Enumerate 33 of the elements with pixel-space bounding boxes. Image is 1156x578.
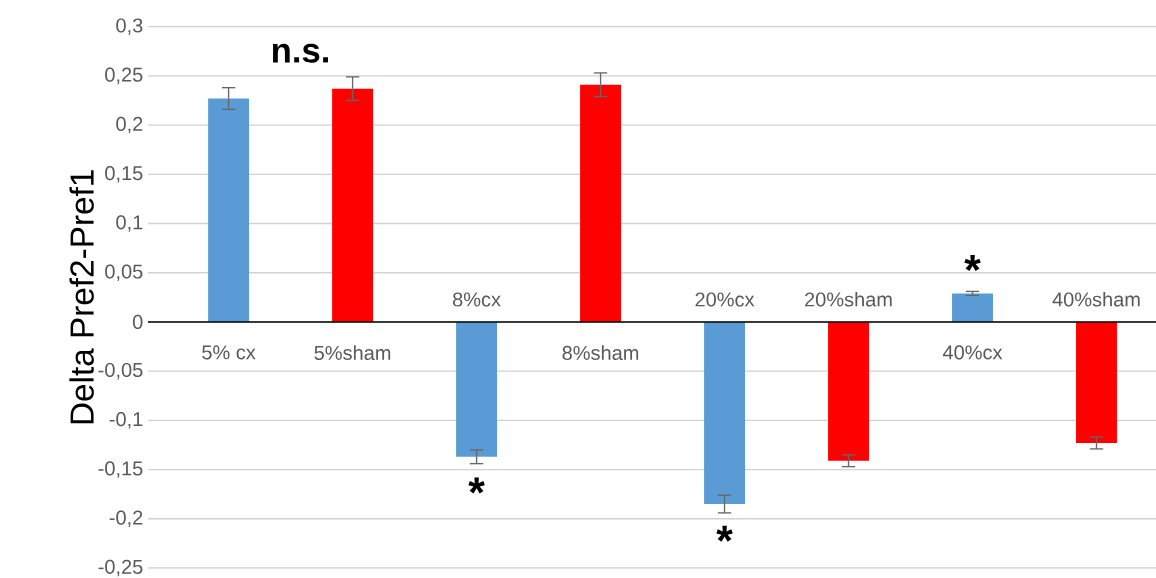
y-tick-label: 0,3 — [116, 18, 143, 35]
y-tick-label: -0,25 — [98, 559, 143, 577]
x-tick-label: 20%cx — [695, 292, 755, 307]
bar — [456, 321, 498, 457]
annotation: n.s. — [272, 43, 328, 63]
y-tick-label: -0,05 — [98, 362, 143, 380]
bar — [828, 321, 869, 461]
annotation: * — [716, 525, 733, 542]
y-tick-label: 0,2 — [116, 116, 143, 134]
bar — [704, 321, 745, 505]
x-tick-label: 8%cx — [452, 292, 501, 307]
x-tick-label: 8%sham — [562, 345, 639, 360]
y-tick-label: -0,1 — [109, 412, 143, 429]
bar — [952, 293, 993, 322]
y-tick-label: 0,05 — [105, 264, 143, 281]
x-tick-label: 40%cx — [942, 345, 1003, 360]
bar — [580, 84, 622, 322]
x-tick-label: 5% cx — [202, 345, 256, 360]
bar — [208, 98, 250, 322]
y-tick-label: 0,25 — [105, 67, 143, 85]
y-tick-label: 0 — [132, 314, 143, 330]
x-tick-label: 5%sham — [314, 345, 391, 360]
y-axis-title: Delta Pref2-Pref1 — [69, 170, 94, 424]
bar — [1076, 321, 1117, 443]
annotation: * — [468, 477, 485, 494]
annotation: * — [964, 255, 981, 271]
y-tick-label: -0,15 — [98, 461, 143, 478]
y-tick-label: 0,15 — [105, 166, 143, 183]
x-tick-label: 20%sham — [805, 291, 892, 307]
x-tick-label: 40%sham — [1052, 291, 1140, 307]
y-tick-label: -0,2 — [109, 510, 143, 528]
y-tick-label: 0,1 — [116, 215, 143, 232]
bar — [332, 88, 374, 322]
